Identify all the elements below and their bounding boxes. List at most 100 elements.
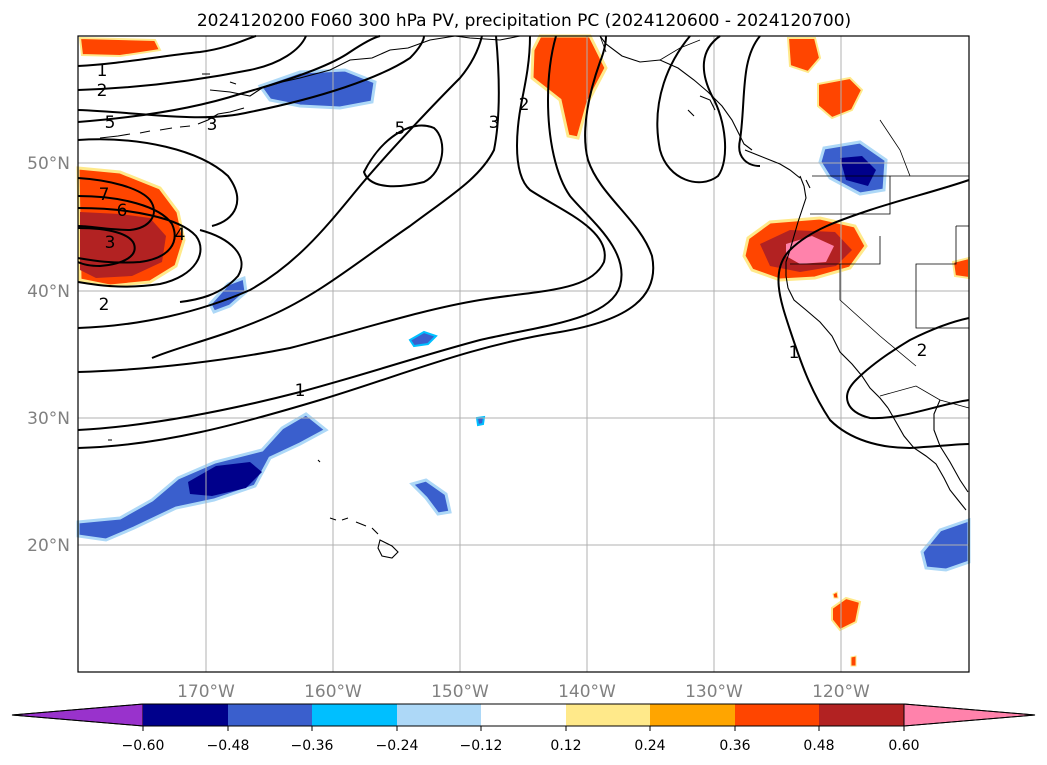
colorbar-tick-labels: −0.60 −0.48 −0.36 −0.24 −0.12 0.12 0.24 … <box>122 738 920 754</box>
border-us-mexico <box>879 385 970 409</box>
colorbar-bin <box>228 704 312 726</box>
colorbar: −0.60 −0.48 −0.36 −0.24 −0.12 0.12 0.24 … <box>11 703 1036 754</box>
colorbar-tick-label: 0.24 <box>634 738 665 754</box>
coastline-misc-islands <box>108 73 321 463</box>
border-idaho-montana <box>915 225 969 329</box>
precip-region-east-pacific-36n <box>408 330 438 348</box>
contour-label: 2 <box>917 341 928 361</box>
precip-spot-south-1 <box>832 591 839 599</box>
colorbar-bin <box>143 704 228 726</box>
lat-label-30n: 30°N <box>27 409 70 429</box>
colorbar-tick-label: 0.48 <box>803 738 834 754</box>
contour-label: 6 <box>117 201 128 221</box>
colorbar-tick-label: −0.24 <box>376 738 419 754</box>
contour-label: 5 <box>395 119 406 139</box>
colorbar-tick-label: −0.36 <box>291 738 334 754</box>
border-california-oregon <box>790 236 881 265</box>
coastline-alaska-gulf <box>454 35 753 151</box>
contour-label: 1 <box>295 381 306 401</box>
pv-contour-2-outer <box>77 35 483 329</box>
colorbar-ticks <box>142 726 905 731</box>
colorbar-bin <box>566 704 650 726</box>
pv-contour-2-gulf <box>738 35 761 167</box>
contour-label: 7 <box>99 185 110 205</box>
pv-contour-1-south <box>77 35 623 431</box>
pv-contour-2-east-pacific <box>656 35 727 184</box>
pv-contour-2-north <box>77 35 307 91</box>
contour-label: 1 <box>97 61 108 81</box>
contour-label: 4 <box>175 225 186 245</box>
contour-label: 2 <box>99 295 110 315</box>
contour-label: 3 <box>207 115 218 135</box>
coastline-bc-islands <box>687 95 811 189</box>
lat-label-40n: 40°N <box>27 282 70 302</box>
coastlines <box>99 35 969 559</box>
pv-contour-1-outer <box>77 35 655 449</box>
colorbar-tick-label: −0.48 <box>207 738 250 754</box>
border-nevada-california <box>839 264 917 367</box>
coastline-alaska-peninsula <box>209 35 456 97</box>
precip-region-tropical-east-pacific <box>831 596 862 632</box>
lon-label-130w: 130°W <box>685 682 743 702</box>
pv-contour-2-mid <box>77 35 606 373</box>
precip-region-northwest-pacific <box>78 36 162 58</box>
map-background <box>78 36 969 672</box>
precip-region-great-basin <box>951 256 970 280</box>
pv-contours <box>77 35 970 450</box>
contour-label: 1 <box>789 343 800 363</box>
precip-region-interior-bc <box>817 76 864 120</box>
pv-contour-6 <box>77 195 176 264</box>
precip-region-near-hawaii <box>409 478 452 516</box>
lon-label-150w: 150°W <box>431 682 489 702</box>
contour-label: 2 <box>519 95 530 115</box>
colorbar-tick-label: −0.12 <box>460 738 503 754</box>
lon-label-160w: 160°W <box>304 682 362 702</box>
latitude-labels: 20°N 30°N 40°N 50°N <box>27 154 70 556</box>
longitude-labels: 170°W 160°W 150°W 140°W 130°W 120°W <box>177 682 870 702</box>
colorbar-bin <box>312 704 397 726</box>
pv-contour-3-mid <box>151 35 500 359</box>
colorbar-tick-label: 0.60 <box>888 738 919 754</box>
border-oregon-washington <box>810 176 891 215</box>
contour-label: 3 <box>105 233 116 253</box>
pv-contour-1-west-coast <box>777 179 970 450</box>
colorbar-bin <box>735 704 819 726</box>
precip-region-east-pacific-30n <box>475 415 486 427</box>
map-frame <box>77 35 970 673</box>
precip-region-bc-coast <box>786 37 822 74</box>
gridlines <box>78 36 969 672</box>
lon-label-120w: 120°W <box>812 682 870 702</box>
pv-contour-2-west-coast <box>846 317 970 420</box>
colorbar-extend-left <box>11 703 144 727</box>
contour-label: 5 <box>105 113 116 133</box>
colorbar-bin <box>650 704 735 726</box>
lon-label-170w: 170°W <box>177 682 235 702</box>
pv-contour-1-north <box>77 35 257 67</box>
pv-contour-5-closed <box>362 124 444 188</box>
figure-title: 2024120200 F060 300 hPa PV, precipitatio… <box>197 11 851 31</box>
pv-contour-3-west <box>77 227 136 268</box>
colorbar-extend-right <box>903 703 1036 727</box>
colorbar-tick-label: 0.36 <box>719 738 750 754</box>
coastline-west-coast <box>785 175 889 409</box>
lon-label-140w: 140°W <box>558 682 616 702</box>
border-bc-alberta <box>879 119 911 177</box>
contour-label: 2 <box>97 81 108 101</box>
pv-contour-7 <box>77 177 155 232</box>
coastline-hawaii <box>329 517 399 559</box>
colorbar-bin <box>481 704 566 726</box>
pv-contour-3 <box>77 35 425 119</box>
contour-labels: 1 2 5 3 5 3 2 7 6 3 4 2 1 1 2 <box>97 61 928 401</box>
colorbar-bin <box>819 704 904 726</box>
pv-contour-4 <box>77 207 202 288</box>
colorbar-bin <box>397 704 481 726</box>
colorbar-tick-label: −0.60 <box>122 738 165 754</box>
map-panel: 1 2 5 3 5 3 2 7 6 3 4 2 1 1 2 <box>76 34 971 673</box>
coastline-aleutians <box>99 107 245 139</box>
contour-label: 3 <box>489 113 500 133</box>
lat-label-50n: 50°N <box>27 154 70 174</box>
precip-spot-south-2 <box>850 655 857 667</box>
colorbar-tick-label: 0.12 <box>550 738 581 754</box>
